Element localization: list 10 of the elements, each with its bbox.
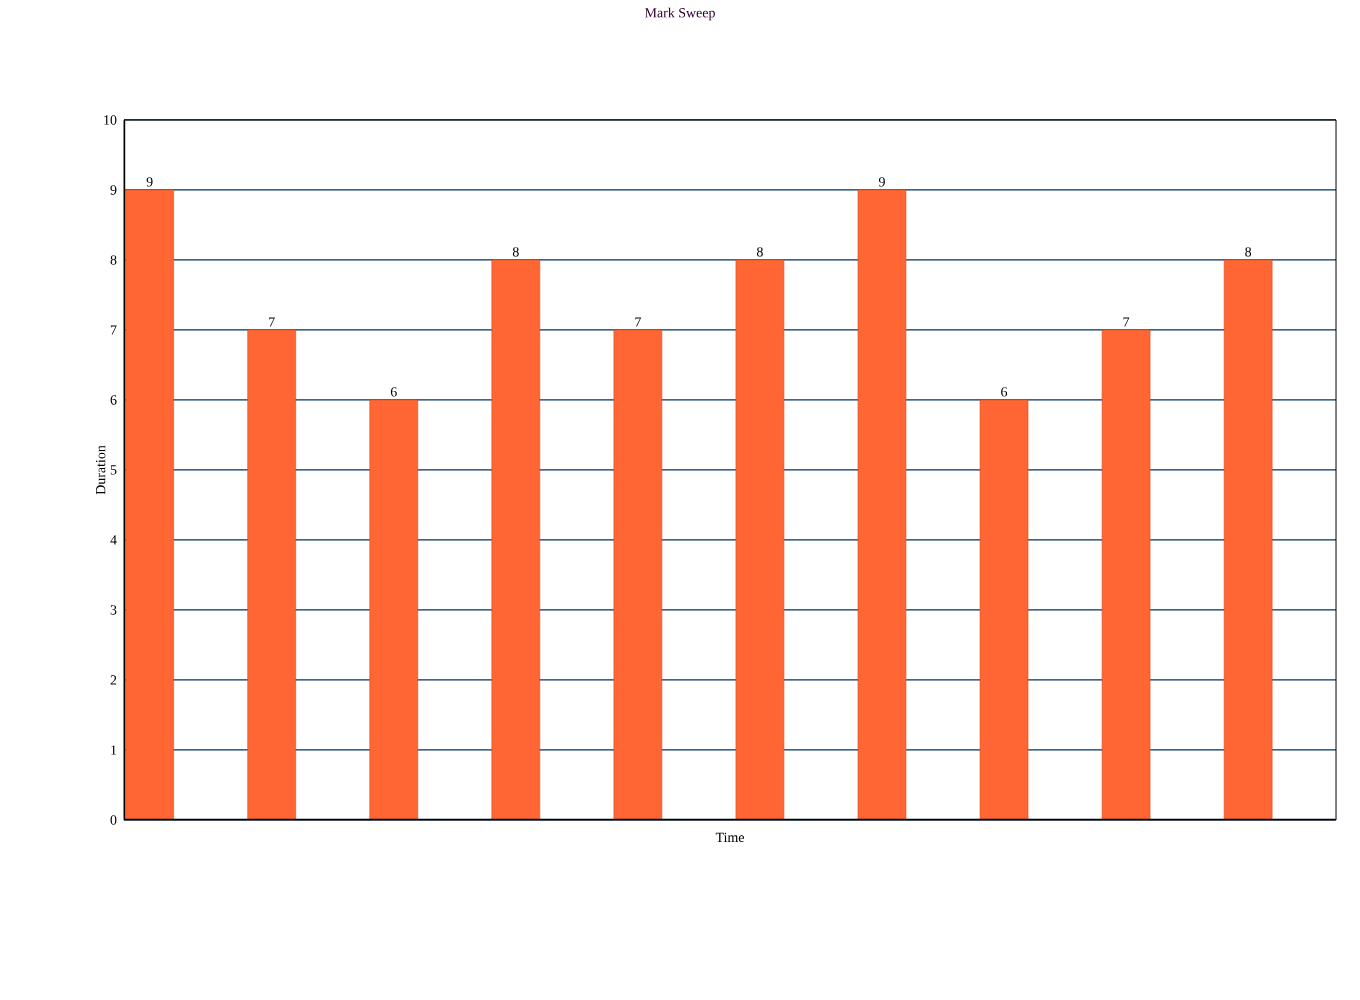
bar: [979, 399, 1029, 820]
bar: [247, 329, 296, 820]
bar: [613, 329, 663, 820]
bar: [491, 259, 541, 820]
bar: [735, 259, 785, 820]
bar: [1101, 329, 1151, 820]
bar: [857, 189, 907, 820]
bar: [125, 189, 174, 820]
bar: [369, 399, 419, 820]
bar: [1223, 259, 1273, 820]
